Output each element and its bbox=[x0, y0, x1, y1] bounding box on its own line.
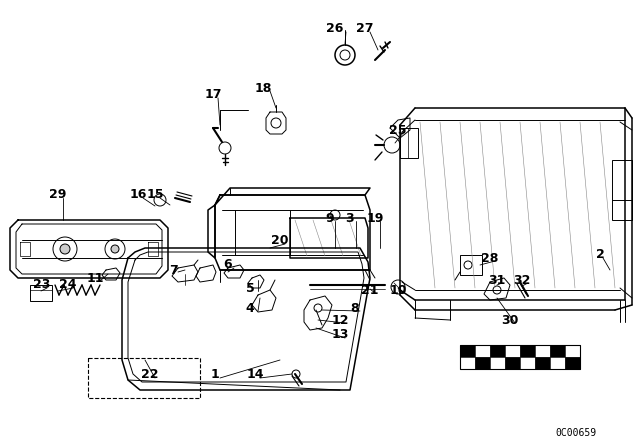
Text: 24: 24 bbox=[60, 279, 77, 292]
Text: 20: 20 bbox=[271, 233, 289, 246]
Text: 5: 5 bbox=[246, 281, 254, 294]
Text: 3: 3 bbox=[346, 211, 355, 224]
Bar bbox=[88, 358, 200, 398]
Bar bbox=[400, 128, 418, 158]
Text: 28: 28 bbox=[481, 251, 499, 264]
Text: 13: 13 bbox=[332, 328, 349, 341]
Text: 17: 17 bbox=[204, 89, 221, 102]
Text: 22: 22 bbox=[141, 369, 159, 382]
Text: 15: 15 bbox=[147, 189, 164, 202]
Bar bbox=[475, 357, 490, 369]
Bar bbox=[565, 345, 580, 357]
Bar bbox=[535, 357, 550, 369]
Text: 32: 32 bbox=[513, 273, 531, 287]
Text: 9: 9 bbox=[326, 211, 334, 224]
Bar bbox=[475, 345, 490, 357]
Text: 25: 25 bbox=[389, 124, 407, 137]
Text: 21: 21 bbox=[361, 284, 379, 297]
Text: 18: 18 bbox=[254, 82, 272, 95]
Bar bbox=[490, 345, 505, 357]
Bar bbox=[30, 285, 52, 301]
Bar bbox=[490, 357, 505, 369]
Text: 26: 26 bbox=[326, 22, 344, 34]
Text: 1: 1 bbox=[211, 369, 220, 382]
Circle shape bbox=[60, 244, 70, 254]
Circle shape bbox=[111, 245, 119, 253]
Text: 30: 30 bbox=[501, 314, 518, 327]
Text: 19: 19 bbox=[366, 211, 384, 224]
Text: 14: 14 bbox=[246, 369, 264, 382]
Bar bbox=[460, 345, 580, 369]
Text: 12: 12 bbox=[332, 314, 349, 327]
Text: 7: 7 bbox=[168, 263, 177, 276]
Bar bbox=[550, 345, 565, 357]
Text: 23: 23 bbox=[33, 279, 51, 292]
Text: 11: 11 bbox=[86, 271, 104, 284]
Text: 8: 8 bbox=[351, 302, 359, 314]
Text: 4: 4 bbox=[246, 302, 254, 314]
Bar bbox=[460, 255, 482, 275]
Bar bbox=[520, 345, 535, 357]
Bar bbox=[460, 345, 475, 357]
Bar bbox=[565, 357, 580, 369]
Bar bbox=[535, 345, 550, 357]
Text: 31: 31 bbox=[488, 273, 506, 287]
Bar bbox=[505, 357, 520, 369]
Text: 16: 16 bbox=[129, 189, 147, 202]
Bar bbox=[612, 160, 632, 220]
Text: 2: 2 bbox=[596, 249, 604, 262]
Bar bbox=[520, 357, 535, 369]
Text: 0C00659: 0C00659 bbox=[555, 428, 596, 438]
Text: 6: 6 bbox=[224, 258, 232, 271]
Text: 27: 27 bbox=[356, 22, 374, 34]
Bar bbox=[550, 357, 565, 369]
Bar bbox=[505, 345, 520, 357]
Bar bbox=[460, 357, 475, 369]
Text: 10: 10 bbox=[389, 284, 407, 297]
Text: 29: 29 bbox=[49, 189, 67, 202]
